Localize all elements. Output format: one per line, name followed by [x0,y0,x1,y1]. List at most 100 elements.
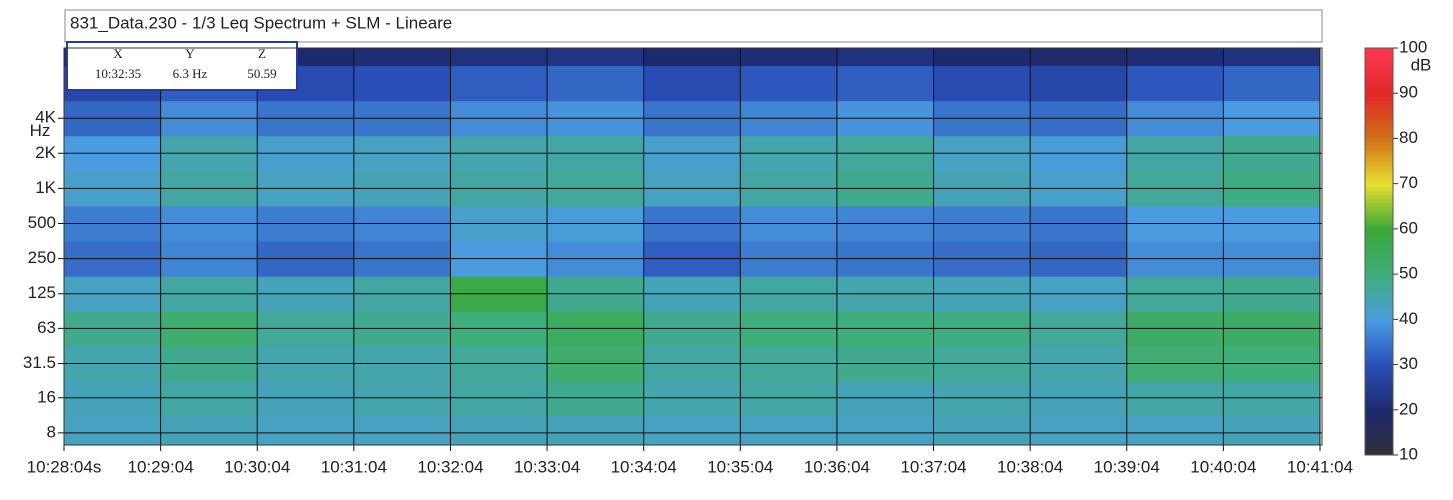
cell [1030,65,1128,102]
colorbar-segment [1365,341,1393,346]
plot-frame [63,47,1323,446]
colorbar-segment [1365,214,1393,220]
cell [450,415,548,446]
cell [1126,48,1224,67]
colorbar-segment [1365,365,1393,371]
cell [836,48,935,67]
y-tick-label: 4K [35,108,56,127]
y-tick-label: 125 [28,283,56,302]
cell [353,415,451,446]
colorbar-segment [1365,308,1393,314]
colorbar-segment [1365,414,1393,419]
x-tick-label: 10:35:04 [707,457,773,476]
colorbar-segment [1365,381,1393,387]
colorbar-segment [1365,410,1393,415]
colorbar-segment [1365,296,1393,301]
colorbar-segment [1365,284,1393,289]
colorbar-segment [1365,332,1393,338]
colorbar-segment [1365,300,1393,305]
colorbar-segment [1365,84,1393,90]
colorbar-tick-label: 20 [1399,399,1418,418]
x-tick-label: 10:33:04 [514,457,580,476]
x-tick-label: 10:36:04 [804,457,870,476]
colorbar-segment [1365,263,1393,269]
colorbar-segment [1365,304,1393,309]
colorbar-segment [1365,64,1393,69]
colorbar-segment [1365,345,1393,350]
chart-title: 831_Data.230 - 1/3 Leq Spectrum + SLM - … [70,13,452,32]
x-tick-label: 10:29:04 [128,457,194,476]
colorbar-tick-label: 70 [1399,173,1418,192]
colorbar-segment [1365,385,1393,391]
colorbar-segment [1365,157,1393,163]
heatmap [64,48,1321,446]
colorbar-tick-label: 30 [1399,354,1418,373]
colorbar-segment [1365,223,1393,228]
cursor-label: X [113,46,123,61]
colorbar-segment [1365,202,1393,208]
x-tick-label: 10:34:04 [611,457,677,476]
colorbar-segment [1365,288,1393,293]
colorbar-segment [1365,442,1393,448]
colorbar-segment [1365,68,1393,73]
colorbar-segment [1365,141,1393,147]
colorbar-segment [1365,76,1393,82]
cell [547,48,645,67]
y-axis-label: Hz [30,121,51,140]
colorbar-segment [1365,186,1393,191]
x-tick-label: 10:40:04 [1190,457,1256,476]
x-tick-label: 10:32:04 [417,457,483,476]
colorbar-segment [1365,336,1393,342]
colorbar-segment [1365,121,1393,126]
colorbar-segment [1365,377,1393,383]
x-tick-label: 10:30:04 [224,457,290,476]
x-tick-label: 10:37:04 [900,457,966,476]
colorbar-segment [1365,353,1393,358]
y-tick-label: 16 [37,387,56,406]
y-tick-label: 2K [35,143,56,162]
colorbar-tick-label: 40 [1399,309,1418,328]
cursor-label: Y [185,46,195,61]
colorbar-segment [1365,279,1393,285]
colorbar-segment [1365,450,1393,456]
cell [933,65,1031,102]
cell [643,415,741,446]
colorbar-segment [1365,324,1393,330]
colorbar-segment [1365,239,1393,244]
colorbar-segment [1365,373,1393,379]
cell [547,65,645,102]
colorbar-tick-label: 50 [1399,264,1418,283]
cell [1223,48,1321,67]
x-tick-label: 10:31:04 [321,457,387,476]
colorbar-segment [1365,357,1393,362]
colorbar-segment [1365,446,1393,452]
y-tick-label: 63 [37,318,56,337]
cell [450,48,548,67]
colorbar-segment [1365,316,1393,322]
cell [450,65,548,102]
y-tick-label: 250 [28,248,56,267]
colorbar-segment [1365,259,1393,265]
colorbar-segment [1365,328,1393,334]
cursor-value: 50.59 [247,66,276,81]
colorbar-segment [1365,137,1393,143]
colorbar-segment [1365,271,1393,277]
colorbar-segment [1365,406,1393,411]
colorbar-segment [1365,109,1393,114]
cell [353,48,451,67]
colorbar-segment [1365,402,1393,407]
colorbar-segment [1365,231,1393,236]
colorbar-segment [1365,251,1393,257]
cursor-value: 10:32:35 [95,66,141,81]
colorbar-segment [1365,349,1393,354]
colorbar-segment [1365,88,1393,94]
colorbar-segment [1365,227,1393,232]
title-box [64,9,1323,43]
colorbar-segment [1365,92,1393,98]
colorbar-segment [1365,218,1393,224]
cell [257,415,355,446]
cell [353,65,451,102]
cell [1223,415,1321,446]
colorbar-segment [1365,235,1393,240]
colorbar-segment [1365,161,1393,167]
